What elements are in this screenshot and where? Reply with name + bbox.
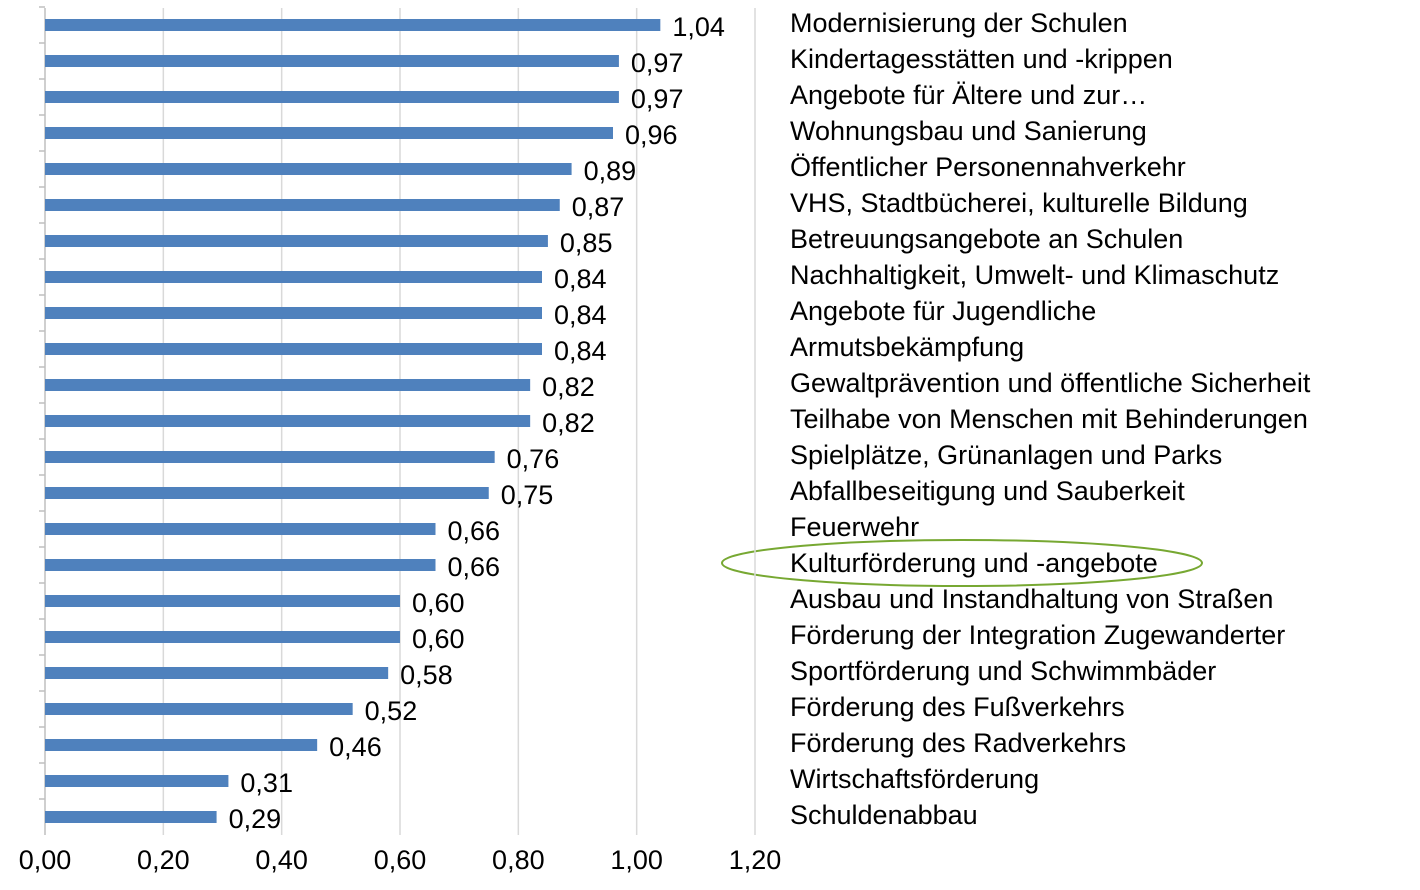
bar [45,199,560,211]
x-tick-label: 0,80 [492,845,545,875]
category-label: Nachhaltigkeit, Umwelt- und Klimaschutz [790,260,1279,290]
value-label: 0,46 [329,732,382,762]
x-tick-label: 1,20 [729,845,782,875]
bar [45,127,613,139]
x-tick-label: 0,00 [19,845,72,875]
value-label: 0,84 [554,336,607,366]
category-label: Kindertagesstätten und -krippen [790,44,1173,74]
bar [45,235,548,247]
category-label: Armutsbekämpfung [790,332,1024,362]
category-label: Gewaltprävention und öffentliche Sicherh… [790,368,1311,398]
bar [45,271,542,283]
category-label: Angebote für Ältere und zur… [790,80,1147,110]
value-label: 0,96 [625,120,678,150]
bar [45,703,353,715]
bar [45,415,531,427]
value-label: 0,66 [448,552,501,582]
value-label: 0,75 [501,480,554,510]
value-label: 0,60 [412,624,465,654]
value-label: 0,84 [554,300,607,330]
value-label: 0,97 [631,84,684,114]
bar [45,811,217,823]
category-label: Förderung der Integration Zugewanderter [790,620,1285,650]
bar [45,451,495,463]
category-label: Abfallbeseitigung und Sauberkeit [790,476,1185,506]
value-label: 0,89 [584,156,637,186]
value-label: 0,29 [229,804,282,834]
category-label: Spielplätze, Grünanlagen und Parks [790,440,1222,470]
x-tick-label: 0,20 [137,845,190,875]
category-label: Kulturförderung und -angebote [790,548,1158,578]
category-label: Ausbau und Instandhaltung von Straßen [790,584,1273,614]
bar [45,667,389,679]
value-label: 0,31 [240,768,293,798]
bar [45,19,661,31]
value-label: 0,87 [572,192,625,222]
bar [45,379,531,391]
value-label: 0,97 [631,48,684,78]
value-label: 1,04 [672,12,725,42]
bar [45,595,400,607]
value-label: 0,82 [542,372,595,402]
bar [45,163,572,175]
value-label: 0,76 [507,444,560,474]
category-label: Modernisierung der Schulen [790,8,1128,38]
value-label: 0,52 [365,696,418,726]
category-label: Sportförderung und Schwimmbäder [790,656,1216,686]
bar [45,91,619,103]
highlight-ellipse [721,539,1203,587]
bar [45,343,542,355]
bar [45,487,489,499]
bar [45,559,436,571]
value-label: 0,66 [448,516,501,546]
value-label: 0,85 [560,228,613,258]
bar [45,523,436,535]
value-label: 0,60 [412,588,465,618]
category-label: Schuldenabbau [790,800,978,830]
bar [45,55,619,67]
category-label: Wirtschaftsförderung [790,764,1039,794]
x-tick-label: 0,60 [374,845,427,875]
bar [45,307,542,319]
value-label: 0,84 [554,264,607,294]
value-label: 0,82 [542,408,595,438]
category-label: VHS, Stadtbücherei, kulturelle Bildung [790,188,1248,218]
category-label: Öffentlicher Personennahverkehr [790,152,1186,182]
x-tick-label: 1,00 [610,845,663,875]
category-label: Teilhabe von Menschen mit Behinderungen [790,404,1308,434]
bar [45,631,400,643]
x-tick-label: 0,40 [255,845,308,875]
category-label: Betreuungsangebote an Schulen [790,224,1183,254]
value-label: 0,58 [400,660,453,690]
category-label: Wohnungsbau und Sanierung [790,116,1147,146]
bar [45,775,229,787]
category-label: Feuerwehr [790,512,919,542]
bar [45,739,318,751]
category-label: Förderung des Radverkehrs [790,728,1126,758]
category-label: Angebote für Jugendliche [790,296,1096,326]
category-label: Förderung des Fußverkehrs [790,692,1125,722]
